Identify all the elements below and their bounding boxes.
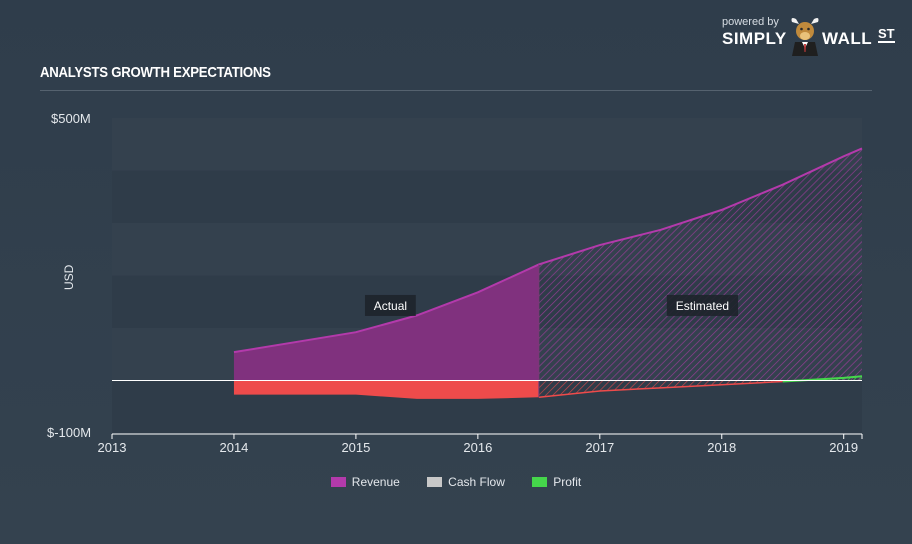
revenue-area-estimated <box>538 148 862 381</box>
background-band <box>112 118 862 171</box>
x-tick-label: 2014 <box>219 440 248 455</box>
legend-swatch-revenue <box>330 477 346 487</box>
chart-legend: Revenue Cash Flow Profit <box>0 475 912 489</box>
revenue-area-actual <box>233 264 539 381</box>
chart-annotations: Actual Estimated <box>364 294 739 316</box>
brand-st: ST <box>878 26 895 43</box>
x-tick-label: 2016 <box>463 440 492 455</box>
cash-flow-area-actual <box>233 380 539 399</box>
x-tick-label: 2015 <box>341 440 370 455</box>
brand-simply: SIMPLY <box>722 29 787 48</box>
chart-title: ANALYSTS GROWTH EXPECTATIONS <box>40 64 271 81</box>
chart-axes: 2013 2014 2015 2016 2017 2018 2019 <box>98 380 863 455</box>
legend-label-revenue: Revenue <box>351 475 400 489</box>
brand-logo[interactable]: powered by SIMPLY WALL ST <box>722 14 902 58</box>
title-divider <box>40 90 872 91</box>
legend-label-cash-flow: Cash Flow <box>448 475 505 489</box>
y-tick-label-top: $500M <box>51 111 91 126</box>
annotation-estimated: Estimated <box>676 299 729 313</box>
brand-wall: WALL <box>822 29 873 48</box>
annotation-estimated-box <box>666 294 739 316</box>
legend-swatch-profit <box>532 477 548 487</box>
x-tick-label: 2019 <box>829 440 858 455</box>
bull-mascot-icon <box>791 18 819 56</box>
x-tick-label: 2018 <box>707 440 736 455</box>
legend-label-profit: Profit <box>553 475 582 489</box>
legend-swatch-cash-flow <box>427 477 443 487</box>
legend-item-revenue[interactable]: Revenue <box>330 475 400 489</box>
annotation-actual: Actual <box>374 299 407 313</box>
cash-flow-line-estimated <box>538 380 783 399</box>
annotation-actual-box <box>364 294 416 316</box>
x-tick-label: 2017 <box>585 440 614 455</box>
powered-by-text: powered by <box>722 16 779 28</box>
y-tick-label-bottom: $-100M <box>47 425 92 440</box>
x-tick-label: 2013 <box>98 440 127 455</box>
legend-item-profit[interactable]: Profit <box>532 475 581 489</box>
chart-areas <box>233 147 863 399</box>
revenue-line <box>233 147 863 354</box>
legend-item-cash-flow[interactable]: Cash Flow <box>427 475 505 489</box>
